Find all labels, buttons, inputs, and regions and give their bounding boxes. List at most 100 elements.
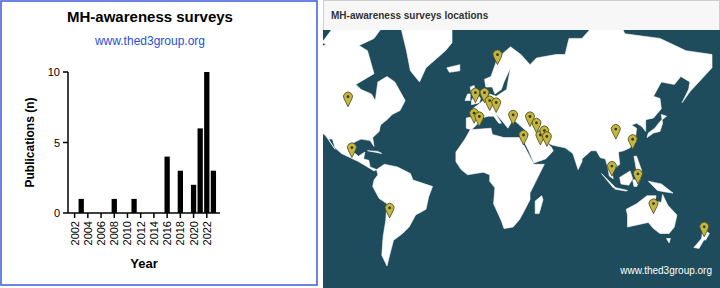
- x-tick: [180, 213, 182, 218]
- panel-frame: [1, 1, 317, 285]
- chart-title: MH-awareness surveys: [67, 8, 233, 25]
- marker-pin: [475, 112, 484, 127]
- bar: [131, 199, 136, 213]
- marker-pin: [628, 135, 637, 150]
- marker-pin: [607, 161, 616, 176]
- marker: [509, 110, 518, 125]
- marker-pin: [649, 199, 658, 214]
- x-tick-label: 2014: [148, 221, 160, 245]
- land: [620, 171, 633, 185]
- x-tick: [100, 213, 102, 218]
- marker-dot: [495, 101, 498, 104]
- marker-dot: [496, 53, 499, 56]
- land: [323, 30, 394, 51]
- x-tick-label: 2006: [95, 221, 107, 245]
- marker-pin: [493, 50, 502, 65]
- marker-dot: [703, 225, 706, 228]
- x-tick: [140, 213, 142, 218]
- land: [368, 151, 382, 154]
- land: [323, 38, 405, 171]
- bars: [79, 72, 216, 213]
- map-title: MH-awareness surveys locations: [331, 10, 489, 21]
- marker: [611, 124, 620, 139]
- land: [648, 181, 673, 193]
- x-tick-label: 2010: [121, 221, 133, 245]
- y-tick-label: 10: [48, 66, 60, 78]
- x-tick: [193, 213, 195, 218]
- marker-pin: [385, 203, 394, 218]
- marker-pin: [471, 88, 480, 103]
- marker: [343, 92, 352, 107]
- marker: [649, 199, 658, 214]
- x-tick-label: 2002: [69, 221, 81, 245]
- marker: [471, 88, 480, 103]
- marker-dot: [347, 95, 350, 98]
- x-tick-label: 2018: [174, 221, 186, 245]
- marker: [475, 112, 484, 127]
- x-tick-label: 2022: [201, 221, 213, 245]
- marker-dot: [522, 134, 525, 137]
- marker-dot: [611, 165, 614, 168]
- marker-dot: [388, 207, 391, 210]
- marker: [519, 130, 528, 145]
- marker: [633, 169, 642, 184]
- x-tick-label: 2020: [188, 221, 200, 245]
- marker: [700, 222, 709, 237]
- y-tick: [63, 142, 68, 144]
- marker-dot: [478, 115, 481, 118]
- land: [447, 65, 460, 73]
- bar: [112, 199, 117, 213]
- map-credit: www.thed3group.org: [619, 265, 712, 276]
- land: [667, 239, 671, 243]
- x-tick: [153, 213, 155, 218]
- marker-pin: [347, 143, 356, 158]
- land: [470, 86, 480, 105]
- marker: [385, 203, 394, 218]
- land: [615, 188, 628, 191]
- x-tick-label: 2004: [82, 221, 94, 245]
- marker-pin: [519, 130, 528, 145]
- y-axis-label: Publications (n): [23, 97, 37, 187]
- marker-dot: [512, 113, 515, 116]
- marker: [492, 98, 501, 113]
- marker-pin: [509, 110, 518, 125]
- marker: [493, 50, 502, 65]
- marker-dot: [637, 173, 640, 176]
- bar: [198, 128, 203, 213]
- x-tick: [206, 213, 208, 218]
- land: [647, 114, 667, 137]
- chart-subtitle: www.thed3group.org: [94, 34, 205, 48]
- y-tick: [63, 71, 68, 73]
- marker-dot: [474, 91, 477, 94]
- y-tick-label: 0: [54, 207, 60, 219]
- marker: [607, 161, 616, 176]
- marker-pin: [633, 169, 642, 184]
- land: [465, 94, 470, 101]
- bar: [164, 157, 169, 213]
- y-tick: [63, 212, 68, 214]
- x-tick: [127, 213, 129, 218]
- marker: [542, 132, 551, 147]
- marker-pin: [611, 124, 620, 139]
- marker-dot: [529, 115, 532, 118]
- x-tick: [166, 213, 168, 218]
- bar: [204, 72, 209, 213]
- map: [323, 30, 720, 288]
- map-header: [324, 1, 720, 31]
- land: [535, 196, 543, 214]
- marker-dot: [614, 128, 617, 131]
- bar: [191, 185, 196, 213]
- marker: [347, 143, 356, 158]
- y-tick-label: 5: [54, 137, 60, 149]
- marker: [628, 135, 637, 150]
- land: [383, 30, 452, 82]
- bar: [79, 199, 84, 213]
- marker-dot: [543, 129, 546, 132]
- x-axis: [68, 212, 220, 214]
- land: [626, 194, 677, 233]
- figure: MH-awareness surveys www.thed3group.org 0 5…: [0, 0, 720, 288]
- x-tick: [114, 213, 116, 218]
- x-tick: [74, 213, 76, 218]
- marker-dot: [535, 122, 538, 125]
- land: [466, 30, 712, 179]
